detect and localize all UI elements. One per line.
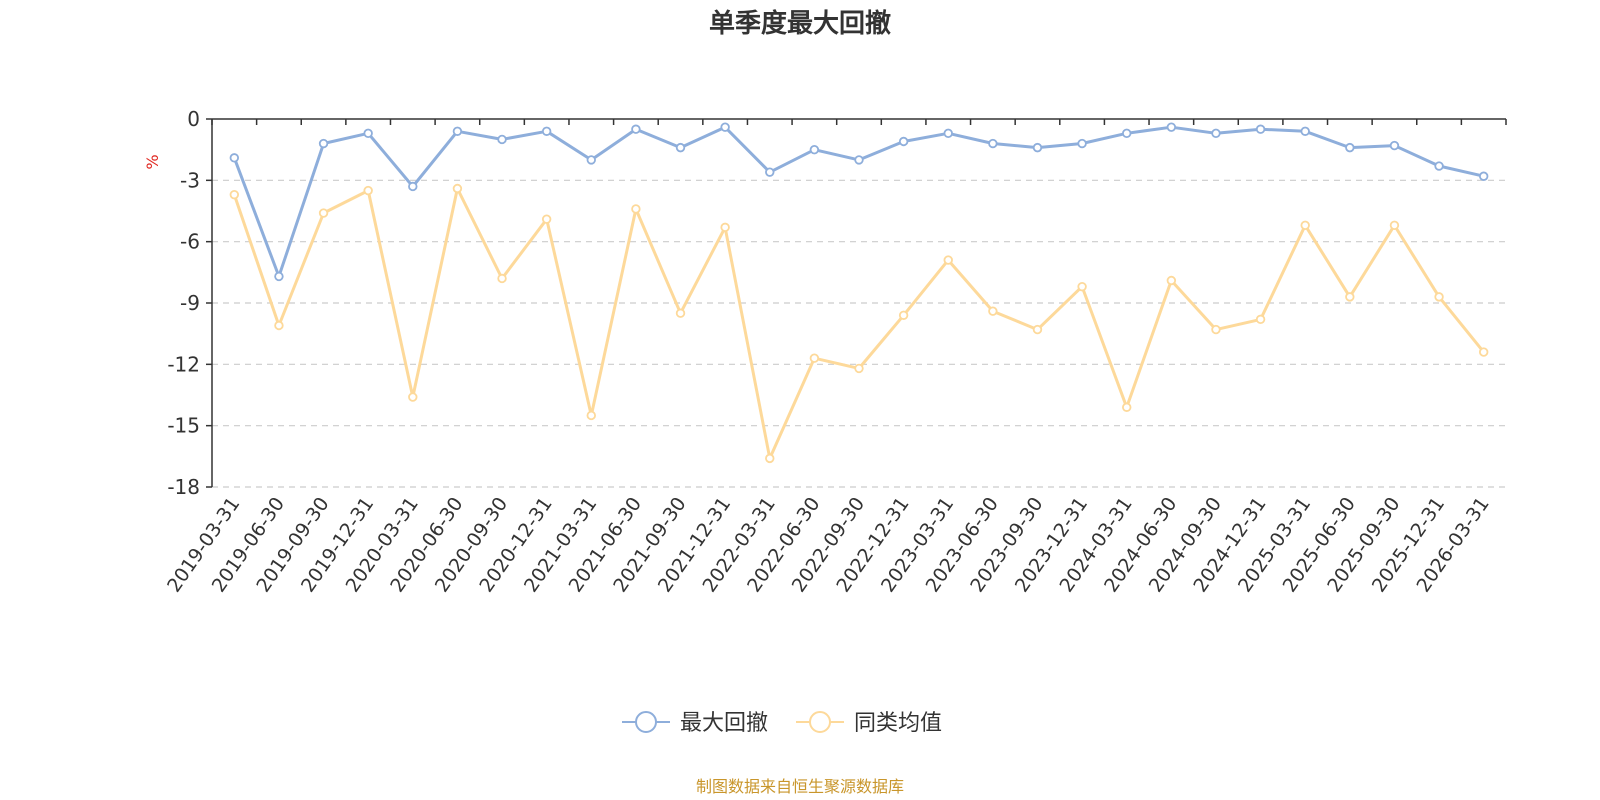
- data-point[interactable]: [765, 453, 775, 464]
- y-tick-label: 0: [187, 107, 200, 131]
- data-point[interactable]: [1389, 140, 1400, 151]
- data-point[interactable]: [898, 136, 909, 147]
- legend: 最大回撤 同类均值: [622, 711, 942, 736]
- data-point[interactable]: [1300, 220, 1310, 231]
- data-point[interactable]: [363, 128, 373, 139]
- series-line: [232, 187, 1485, 460]
- legend-item[interactable]: 最大回撤: [622, 711, 768, 736]
- series-group: [229, 183, 1489, 464]
- data-point[interactable]: [1478, 171, 1489, 181]
- y-tick-label: -18: [167, 475, 200, 499]
- data-point[interactable]: [675, 142, 686, 153]
- data-point[interactable]: [1255, 124, 1266, 134]
- data-point[interactable]: [586, 410, 596, 421]
- grid-lines: [212, 179, 1506, 488]
- data-point[interactable]: [1478, 347, 1489, 357]
- data-point[interactable]: [586, 155, 596, 165]
- legend-label: 最大回撤: [680, 711, 768, 736]
- y-tick-label: -12: [167, 352, 200, 376]
- data-point[interactable]: [1434, 161, 1444, 171]
- axes: [211, 118, 1506, 487]
- data-point[interactable]: [1389, 220, 1400, 231]
- data-point[interactable]: [988, 306, 998, 316]
- data-point[interactable]: [318, 138, 329, 149]
- data-point[interactable]: [1211, 324, 1221, 335]
- data-point[interactable]: [1300, 126, 1310, 136]
- series-group: [229, 122, 1489, 282]
- data-point[interactable]: [988, 138, 998, 149]
- data-point[interactable]: [452, 183, 463, 194]
- chart-title: 单季度最大回撤: [709, 8, 891, 39]
- data-point[interactable]: [1345, 292, 1355, 302]
- data-point[interactable]: [898, 310, 909, 320]
- data-point[interactable]: [809, 353, 820, 363]
- data-point[interactable]: [318, 208, 329, 218]
- y-tick-label: -3: [180, 168, 200, 192]
- series-lines: [229, 122, 1489, 464]
- data-point[interactable]: [1255, 314, 1266, 325]
- legend-marker-swatch: [809, 711, 831, 733]
- y-axis-unit-label: %: [143, 154, 162, 169]
- data-point[interactable]: [765, 167, 775, 177]
- y-axis-ticks: 0 -3 -6 -9 -12 -15 -18: [167, 107, 212, 499]
- legend-label: 同类均值: [854, 711, 942, 736]
- data-point[interactable]: [720, 122, 730, 132]
- data-point[interactable]: [229, 153, 240, 163]
- data-point[interactable]: [1211, 128, 1221, 139]
- data-point[interactable]: [720, 222, 730, 233]
- data-point[interactable]: [943, 128, 953, 139]
- data-point[interactable]: [1122, 128, 1132, 139]
- data-point[interactable]: [1077, 138, 1087, 149]
- data-point[interactable]: [497, 134, 507, 145]
- data-point[interactable]: [854, 363, 864, 374]
- y-tick-label: -6: [180, 230, 200, 254]
- data-point[interactable]: [631, 124, 641, 134]
- data-point[interactable]: [1032, 142, 1043, 153]
- data-point[interactable]: [408, 181, 418, 192]
- data-point[interactable]: [452, 126, 463, 136]
- y-tick-label: -9: [180, 291, 200, 315]
- data-point[interactable]: [274, 320, 284, 331]
- data-point[interactable]: [541, 126, 552, 136]
- data-point[interactable]: [854, 155, 864, 165]
- data-point[interactable]: [1166, 122, 1177, 132]
- data-point[interactable]: [809, 144, 820, 155]
- legend-marker-swatch: [635, 711, 657, 733]
- y-tick-label: -15: [167, 414, 200, 438]
- data-point[interactable]: [229, 189, 240, 200]
- data-point[interactable]: [363, 185, 373, 196]
- data-point[interactable]: [943, 255, 953, 265]
- data-point[interactable]: [1166, 275, 1177, 286]
- series-line: [232, 125, 1485, 278]
- data-point[interactable]: [1434, 292, 1444, 302]
- data-point[interactable]: [1345, 142, 1355, 153]
- data-point[interactable]: [274, 271, 284, 282]
- data-point[interactable]: [1122, 402, 1132, 412]
- data-point[interactable]: [675, 308, 686, 318]
- data-source-note: 制图数据来自恒生聚源数据库: [696, 777, 904, 796]
- legend-item[interactable]: 同类均值: [796, 711, 942, 736]
- data-point[interactable]: [541, 214, 552, 224]
- data-point[interactable]: [1077, 281, 1087, 292]
- data-point[interactable]: [631, 204, 641, 214]
- data-point[interactable]: [408, 392, 418, 402]
- data-point[interactable]: [1032, 324, 1043, 335]
- data-point[interactable]: [497, 273, 507, 284]
